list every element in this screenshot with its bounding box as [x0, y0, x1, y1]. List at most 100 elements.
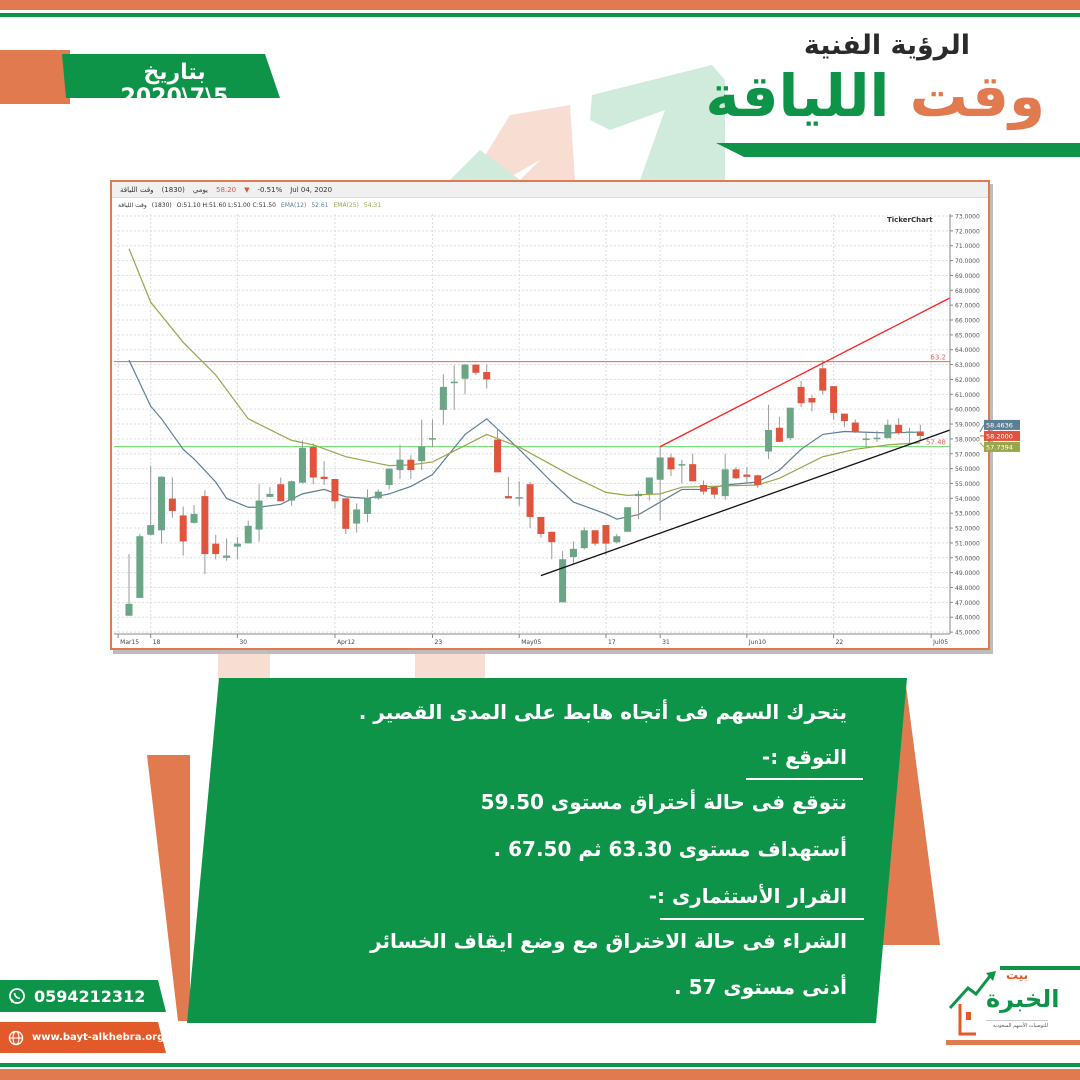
trend-line — [659, 297, 951, 448]
decision-line-2: أدنى مستوى 57 . — [674, 975, 847, 999]
y-tick-label: 52.0000 — [955, 526, 980, 533]
website-link[interactable]: www.bayt-alkhebra.org — [0, 1022, 164, 1053]
candle-body — [223, 555, 231, 558]
candle-body — [851, 422, 859, 433]
candle-body — [819, 368, 827, 391]
decision-line-1: الشراء فى حالة الاختراق مع وضع ايقاف الخ… — [370, 929, 847, 953]
price-tag-pointer — [979, 442, 985, 448]
y-tick-label: 56.0000 — [955, 466, 980, 473]
expectation-line-2: أستهداف مستوى 63.30 ثم 67.50 . — [493, 837, 847, 861]
y-tick-label: 62.0000 — [955, 377, 980, 384]
candle-body — [775, 427, 783, 442]
change-percent: -0.51% — [257, 185, 283, 194]
candle-body — [559, 559, 567, 603]
candle-body — [342, 498, 350, 529]
candle-body — [277, 484, 285, 502]
candle-body — [504, 496, 512, 499]
candle-body — [613, 536, 621, 543]
candle-body — [266, 493, 274, 497]
y-tick-label: 47.0000 — [955, 600, 980, 607]
candle-body — [515, 497, 523, 499]
title-green-part: اللياقة — [705, 62, 890, 130]
candle-body — [461, 364, 469, 379]
x-tick-label: 18 — [153, 639, 161, 646]
top-orange-stripe — [0, 0, 1080, 10]
y-tick-label: 45.0000 — [955, 630, 980, 637]
trend-line — [540, 429, 951, 577]
candle-body — [418, 446, 426, 462]
price-tag-label: 57.7394 — [986, 443, 1013, 451]
candle-body — [624, 507, 632, 532]
candle-body — [548, 531, 556, 543]
candle-body — [331, 479, 339, 502]
y-tick-label: 48.0000 — [955, 585, 980, 592]
y-tick-label: 67.0000 — [955, 303, 980, 310]
title-orange-part: وقت — [909, 62, 1046, 130]
chart-plot[interactable]: 63.2 57.48 45.0000 46.0000 47.0000 48.0000 49.… — [112, 182, 1032, 648]
candle-body — [591, 530, 599, 544]
candle-body — [288, 481, 296, 501]
website-url: www.bayt-alkhebra.org — [32, 1032, 165, 1043]
candle-body — [895, 424, 903, 433]
y-tick-label: 71.0000 — [955, 243, 980, 250]
y-tick-label: 60.0000 — [955, 407, 980, 414]
candle-body — [450, 381, 458, 384]
y-tick-label: 68.0000 — [955, 288, 980, 295]
logo-tagline: للتوصيات الأسهم السعودية — [986, 1020, 1048, 1029]
phone-contact[interactable]: 0594212312 — [0, 980, 145, 1012]
candle-body — [797, 386, 805, 404]
x-tick-label: 23 — [435, 639, 443, 646]
price-tag — [984, 430, 1020, 441]
candle-body — [320, 476, 328, 480]
y-tick-label: 55.0000 — [955, 481, 980, 488]
y-tick-label: 59.0000 — [955, 422, 980, 429]
candle-body — [786, 407, 794, 439]
y-tick-label: 66.0000 — [955, 318, 980, 325]
candle-body — [580, 530, 588, 549]
report-date: بتاريخ 5\7\2020 — [120, 60, 229, 110]
date-banner-accent — [0, 50, 70, 104]
candle-body — [168, 498, 176, 511]
price-tag-label: 58.4636 — [986, 421, 1013, 429]
phone-number: 0594212312 — [34, 986, 146, 1006]
chart-legend: وقت اللياقة (1830) O:51.10 H:51.60 L:51.… — [112, 199, 988, 212]
decision-underline — [660, 918, 864, 920]
logo-name-main: الخبرة — [986, 985, 1060, 1013]
stock-chart[interactable]: وقت اللياقة (1830) يومي 58.20 ▼ -0.51% J… — [110, 180, 1020, 650]
triangle-down-icon: ▼ — [244, 185, 250, 194]
candle-body — [667, 457, 675, 470]
y-tick-label: 61.0000 — [955, 392, 980, 399]
candle-body — [526, 484, 534, 517]
y-tick-label: 49.0000 — [955, 570, 980, 577]
candle-body — [429, 438, 437, 440]
candle-body — [158, 476, 166, 531]
x-tick-label: May05 — [521, 639, 541, 646]
chart-header: وقت اللياقة (1830) يومي 58.20 ▼ -0.51% J… — [112, 182, 988, 198]
candle-body — [840, 413, 848, 422]
candle-body — [743, 474, 751, 477]
x-tick-label: Jun10 — [748, 639, 766, 646]
candle-body — [374, 491, 382, 499]
legend-ema12-value: 52.61 — [311, 202, 329, 209]
period-selector[interactable]: يومي — [192, 185, 209, 194]
symbol-code: (1830) — [161, 185, 185, 194]
bottom-orange-stripe — [0, 1069, 1080, 1080]
brand-logo: بيت الخبرة للتوصيات الأسهم السعودية — [946, 968, 1080, 1040]
candle-body — [483, 372, 491, 380]
legend-ema25-label: EMA(25) — [333, 202, 359, 209]
candle-body — [244, 525, 252, 544]
candle-body — [678, 464, 686, 466]
level-label: 57.48 — [926, 439, 946, 447]
candle-body — [190, 513, 198, 523]
legend-ohlc: O:51.10 H:51.60 L:51.00 C:51.50 — [176, 202, 276, 209]
house-arrow-icon — [948, 971, 996, 1036]
candle-body — [537, 516, 545, 535]
legend-symbol: وقت اللياقة — [118, 202, 147, 209]
candle-body — [754, 475, 762, 485]
y-tick-label: 57.0000 — [955, 451, 980, 458]
candle-body — [439, 386, 447, 410]
candle-body — [179, 515, 187, 542]
candle-body — [645, 477, 653, 494]
candle-body — [233, 543, 241, 547]
chart-date: Jul 04, 2020 — [290, 185, 333, 194]
